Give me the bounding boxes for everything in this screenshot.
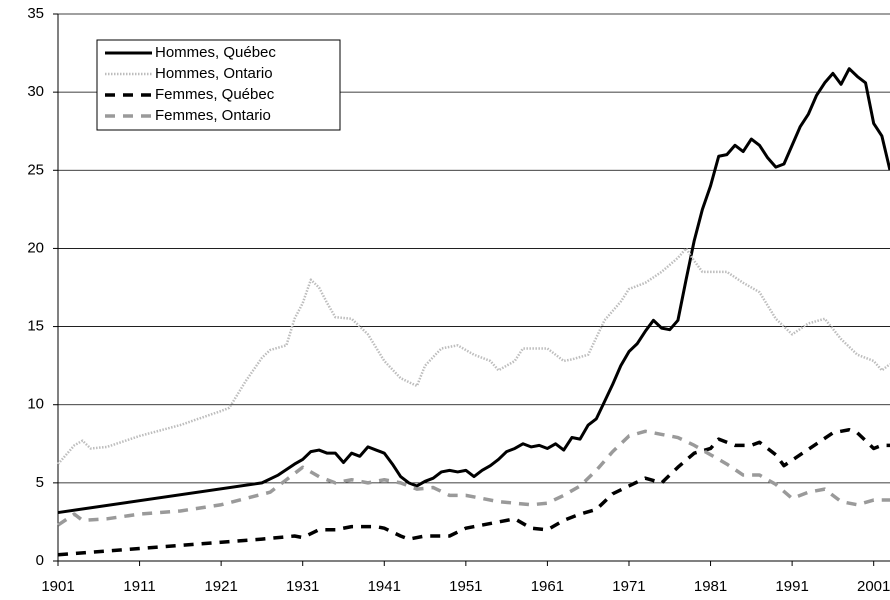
x-tick-label: 1941 [368,578,401,595]
y-tick-label: 30 [27,83,44,100]
x-tick-label: 1931 [286,578,319,595]
legend-label: Hommes, Ontario [155,65,273,82]
y-tick-label: 20 [27,239,44,256]
x-tick-label: 1951 [449,578,482,595]
data-line [57,429,890,527]
y-tick-label: 10 [27,396,44,413]
y-tick-label: 5 [36,474,44,491]
y-tick-label: 35 [27,5,44,22]
x-tick-label: 1901 [41,578,74,595]
y-tick-label: 15 [27,318,44,335]
legend-label: Femmes, Ontario [155,107,271,124]
y-tick-label: 25 [27,161,44,178]
y-tick-label: 0 [36,552,44,569]
data-line [57,247,890,465]
legend-box [96,39,341,131]
x-tick-label: 2001 [857,578,890,595]
x-tick-label: 1911 [123,578,155,595]
legend-label: Femmes, Québec [155,86,275,103]
x-tick-label: 1981 [694,578,727,595]
x-tick-label: 1961 [531,578,564,595]
x-tick-label: 1971 [612,578,645,595]
data-line [57,67,890,515]
legend-label: Hommes, Québec [155,44,276,61]
x-tick-label: 1921 [204,578,237,595]
x-tick-label: 1991 [775,578,808,595]
data-line [57,427,890,557]
